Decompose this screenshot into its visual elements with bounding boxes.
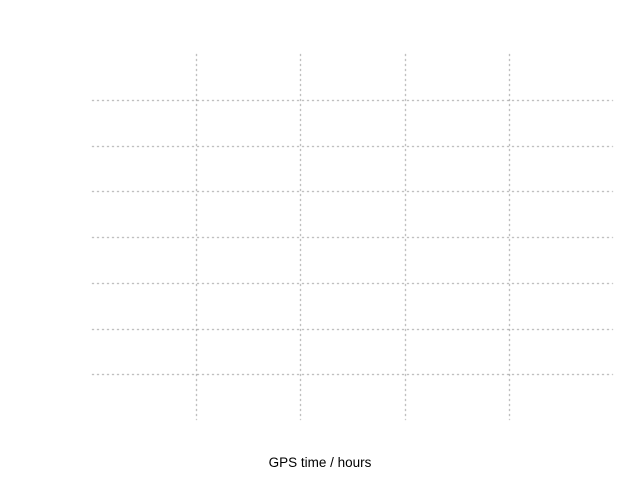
x-axis-label: GPS time / hours [268,455,372,470]
